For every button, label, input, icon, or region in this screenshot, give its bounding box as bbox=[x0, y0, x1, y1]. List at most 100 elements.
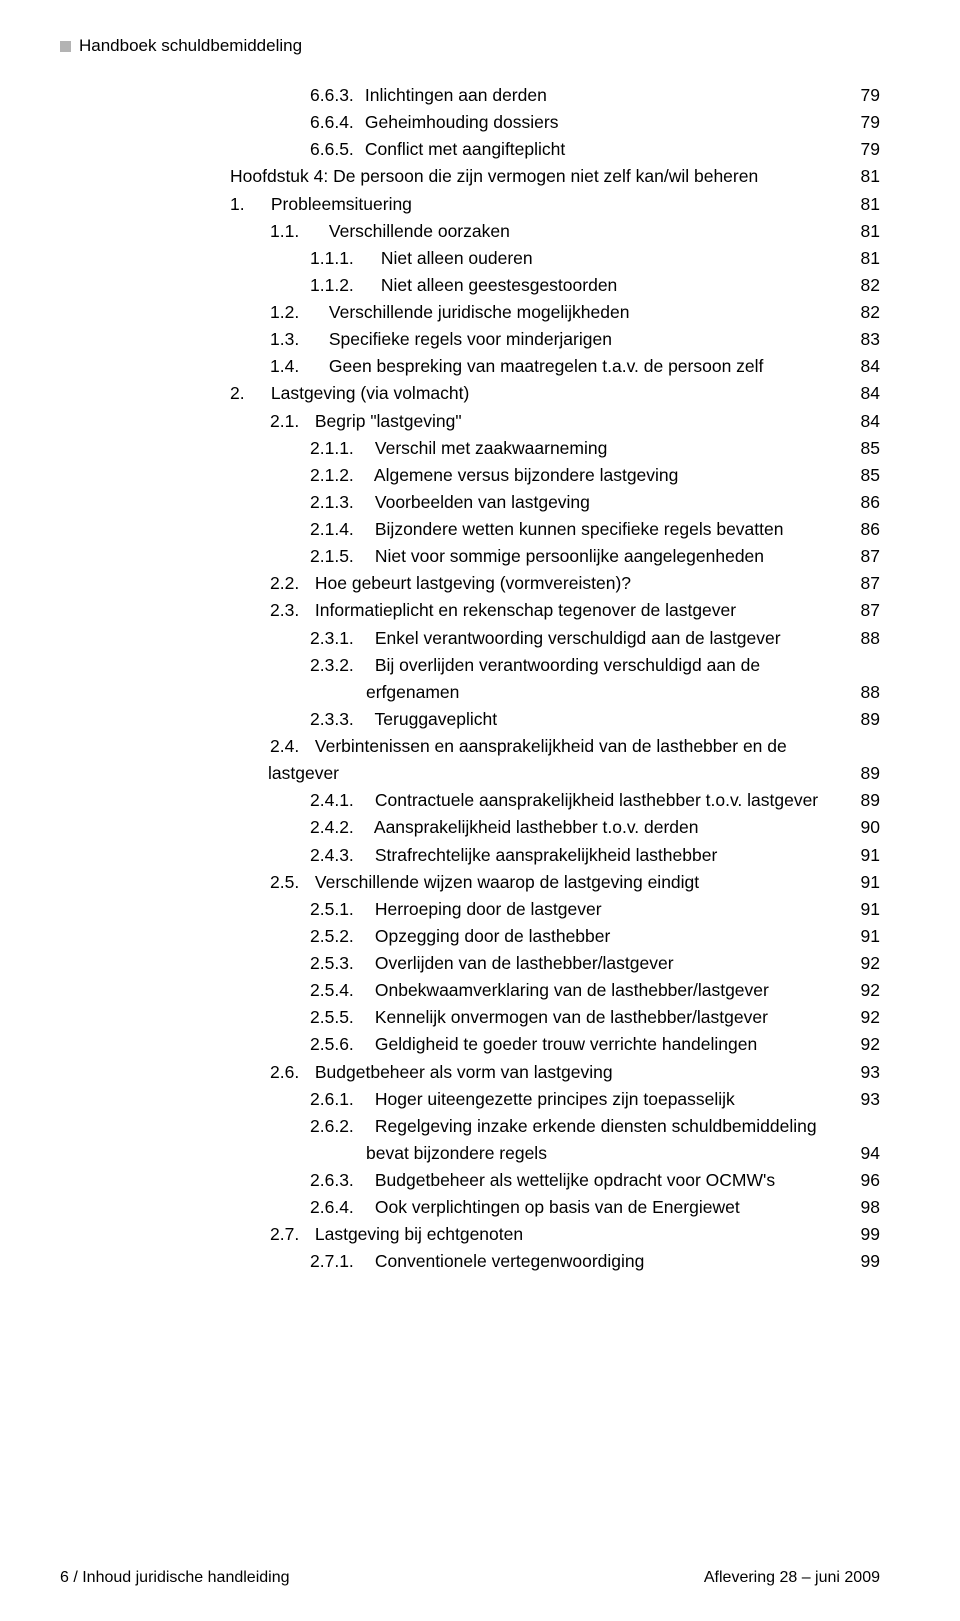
toc-label: 2.2. Hoe gebeurt lastgeving (vormvereist… bbox=[270, 570, 844, 597]
document-page: Handboek schuldbemiddeling 6.6.3. Inlich… bbox=[0, 0, 960, 1621]
toc-text: Inlichtingen aan derden bbox=[365, 85, 547, 105]
toc-text: Verschillende juridische mogelijkheden bbox=[329, 302, 630, 322]
toc-page-number: 96 bbox=[844, 1167, 880, 1194]
toc-text: Budgetbeheer als vorm van lastgeving bbox=[315, 1062, 613, 1082]
toc-label: 2.5.3. Overlijden van de lasthebber/last… bbox=[310, 950, 844, 977]
toc-page-number: 81 bbox=[844, 218, 880, 245]
toc-page-number: 91 bbox=[844, 923, 880, 950]
toc-page-number: 99 bbox=[844, 1248, 880, 1275]
toc-text: Lastgeving (via volmacht) bbox=[271, 383, 469, 403]
toc-row: 1.1.2. Niet alleen geestesgestoorden 82 bbox=[60, 272, 880, 299]
toc-label: 2.5.1. Herroeping door de lastgever bbox=[310, 896, 844, 923]
toc-row: 2. Lastgeving (via volmacht)84 bbox=[60, 380, 880, 407]
toc-row: 6.6.4. Geheimhouding dossiers79 bbox=[60, 109, 880, 136]
toc-text: Niet alleen geestesgestoorden bbox=[381, 275, 617, 295]
toc-label: 2.4.3. Strafrechtelijke aansprakelijkhei… bbox=[310, 842, 844, 869]
toc-label: 2.3. Informatieplicht en rekenschap tege… bbox=[270, 597, 844, 624]
toc-label: erfgenamen bbox=[366, 679, 844, 706]
toc-page-number: 88 bbox=[844, 625, 880, 652]
toc-text: Aansprakelijkheid lasthebber t.o.v. derd… bbox=[374, 817, 699, 837]
toc-row: 2.1.2. Algemene versus bijzondere lastge… bbox=[60, 462, 880, 489]
toc-page-number: 93 bbox=[844, 1059, 880, 1086]
toc-text: Verbintenissen en aansprakelijkheid van … bbox=[315, 736, 787, 756]
toc-text: Conventionele vertegenwoordiging bbox=[375, 1251, 645, 1271]
toc-number: 1.1. bbox=[270, 218, 324, 245]
toc-page-number: 84 bbox=[844, 380, 880, 407]
toc-label: 2.5.6. Geldigheid te goeder trouw verric… bbox=[310, 1031, 844, 1058]
toc-row: 2.4.2. Aansprakelijkheid lasthebber t.o.… bbox=[60, 814, 880, 841]
toc-page-number: 79 bbox=[844, 82, 880, 109]
toc-page-number: 83 bbox=[844, 326, 880, 353]
toc-label: 1.4. Geen bespreking van maatregelen t.a… bbox=[270, 353, 844, 380]
toc-label: 2.6.1. Hoger uiteengezette principes zij… bbox=[310, 1086, 844, 1113]
toc-row: 2.6.4. Ook verplichtingen op basis van d… bbox=[60, 1194, 880, 1221]
toc-page-number: 86 bbox=[844, 516, 880, 543]
toc-row: 2.3.3. Teruggaveplicht 89 bbox=[60, 706, 880, 733]
toc-number: 2.4.3. bbox=[310, 842, 370, 869]
toc-number: 2.3. bbox=[270, 597, 310, 624]
toc-page-number: 92 bbox=[844, 1031, 880, 1058]
toc-row: 2.5.4. Onbekwaamverklaring van de lasthe… bbox=[60, 977, 880, 1004]
toc-number: 2.5. bbox=[270, 869, 310, 896]
toc-row: 2.2. Hoe gebeurt lastgeving (vormvereist… bbox=[60, 570, 880, 597]
toc-number: 2.1.3. bbox=[310, 489, 370, 516]
toc-text: Begrip "lastgeving" bbox=[315, 411, 462, 431]
toc-page-number: 84 bbox=[844, 408, 880, 435]
toc-label: 1.1.1. Niet alleen ouderen bbox=[310, 245, 844, 272]
toc-text: bevat bijzondere regels bbox=[366, 1143, 547, 1163]
toc-number: 2.6.4. bbox=[310, 1194, 370, 1221]
running-header: Handboek schuldbemiddeling bbox=[60, 36, 880, 56]
toc-page-number: 94 bbox=[844, 1140, 880, 1167]
toc-page-number: 89 bbox=[844, 706, 880, 733]
toc-row: 2.5.1. Herroeping door de lastgever91 bbox=[60, 896, 880, 923]
toc-row: 2.3.1. Enkel verantwoording verschuldigd… bbox=[60, 625, 880, 652]
toc-text: Strafrechtelijke aansprakelijkheid lasth… bbox=[375, 845, 717, 865]
toc-number: 2.6.2. bbox=[310, 1113, 370, 1140]
toc-label: 2.7. Lastgeving bij echtgenoten bbox=[270, 1221, 844, 1248]
toc-text: Teruggaveplicht bbox=[375, 709, 498, 729]
toc-page-number: 89 bbox=[844, 787, 880, 814]
toc-row: 2.7. Lastgeving bij echtgenoten99 bbox=[60, 1221, 880, 1248]
table-of-contents: 6.6.3. Inlichtingen aan derden796.6.4. G… bbox=[60, 82, 880, 1276]
toc-label: 2.1.1. Verschil met zaakwaarneming bbox=[310, 435, 844, 462]
toc-label: 2.1.3. Voorbeelden van lastgeving bbox=[310, 489, 844, 516]
toc-number: 2.3.2. bbox=[310, 652, 370, 679]
toc-text: Hoofdstuk 4: De persoon die zijn vermoge… bbox=[230, 166, 758, 186]
toc-number: 1. bbox=[230, 191, 266, 218]
toc-label: 1. Probleemsituering bbox=[230, 191, 844, 218]
toc-number: 1.1.2. bbox=[310, 272, 376, 299]
toc-text: Probleemsituering bbox=[271, 194, 412, 214]
toc-row: erfgenamen88 bbox=[60, 679, 880, 706]
toc-number: 2.1.4. bbox=[310, 516, 370, 543]
toc-label: 2.4.1. Contractuele aansprakelijkheid la… bbox=[310, 787, 844, 814]
toc-row: lastgever89 bbox=[60, 760, 880, 787]
toc-row: 2.4.3. Strafrechtelijke aansprakelijkhei… bbox=[60, 842, 880, 869]
toc-text: erfgenamen bbox=[366, 682, 459, 702]
toc-text: Overlijden van de lasthebber/lastgever bbox=[375, 953, 674, 973]
toc-row: 1.4. Geen bespreking van maatregelen t.a… bbox=[60, 353, 880, 380]
toc-text: Specifieke regels voor minderjarigen bbox=[329, 329, 612, 349]
toc-number: 2.5.4. bbox=[310, 977, 370, 1004]
header-square-icon bbox=[60, 41, 71, 52]
toc-text: Contractuele aansprakelijkheid lasthebbe… bbox=[375, 790, 818, 810]
toc-row: 1.1. Verschillende oorzaken81 bbox=[60, 218, 880, 245]
toc-number: 2.3.3. bbox=[310, 706, 370, 733]
toc-row: 2.4. Verbintenissen en aansprakelijkheid… bbox=[60, 733, 880, 760]
toc-row: 2.6.3. Budgetbeheer als wettelijke opdra… bbox=[60, 1167, 880, 1194]
footer-right: Aflevering 28 – juni 2009 bbox=[704, 1569, 880, 1587]
toc-page-number: 87 bbox=[844, 597, 880, 624]
toc-label: 2.1.2. Algemene versus bijzondere lastge… bbox=[310, 462, 844, 489]
toc-page-number: 89 bbox=[844, 760, 880, 787]
toc-page-number: 82 bbox=[844, 272, 880, 299]
toc-page-number: 93 bbox=[844, 1086, 880, 1113]
toc-row: 2.3.2. Bij overlijden verantwoording ver… bbox=[60, 652, 880, 679]
toc-page-number: 87 bbox=[844, 570, 880, 597]
toc-text: Herroeping door de lastgever bbox=[375, 899, 602, 919]
toc-page-number: 91 bbox=[844, 896, 880, 923]
toc-text: Niet voor sommige persoonlijke aangelege… bbox=[375, 546, 764, 566]
toc-row: 6.6.3. Inlichtingen aan derden79 bbox=[60, 82, 880, 109]
toc-row: 1.1.1. Niet alleen ouderen81 bbox=[60, 245, 880, 272]
toc-page-number: 98 bbox=[844, 1194, 880, 1221]
toc-text: Geldigheid te goeder trouw verrichte han… bbox=[375, 1034, 757, 1054]
toc-label: 1.2. Verschillende juridische mogelijkhe… bbox=[270, 299, 844, 326]
